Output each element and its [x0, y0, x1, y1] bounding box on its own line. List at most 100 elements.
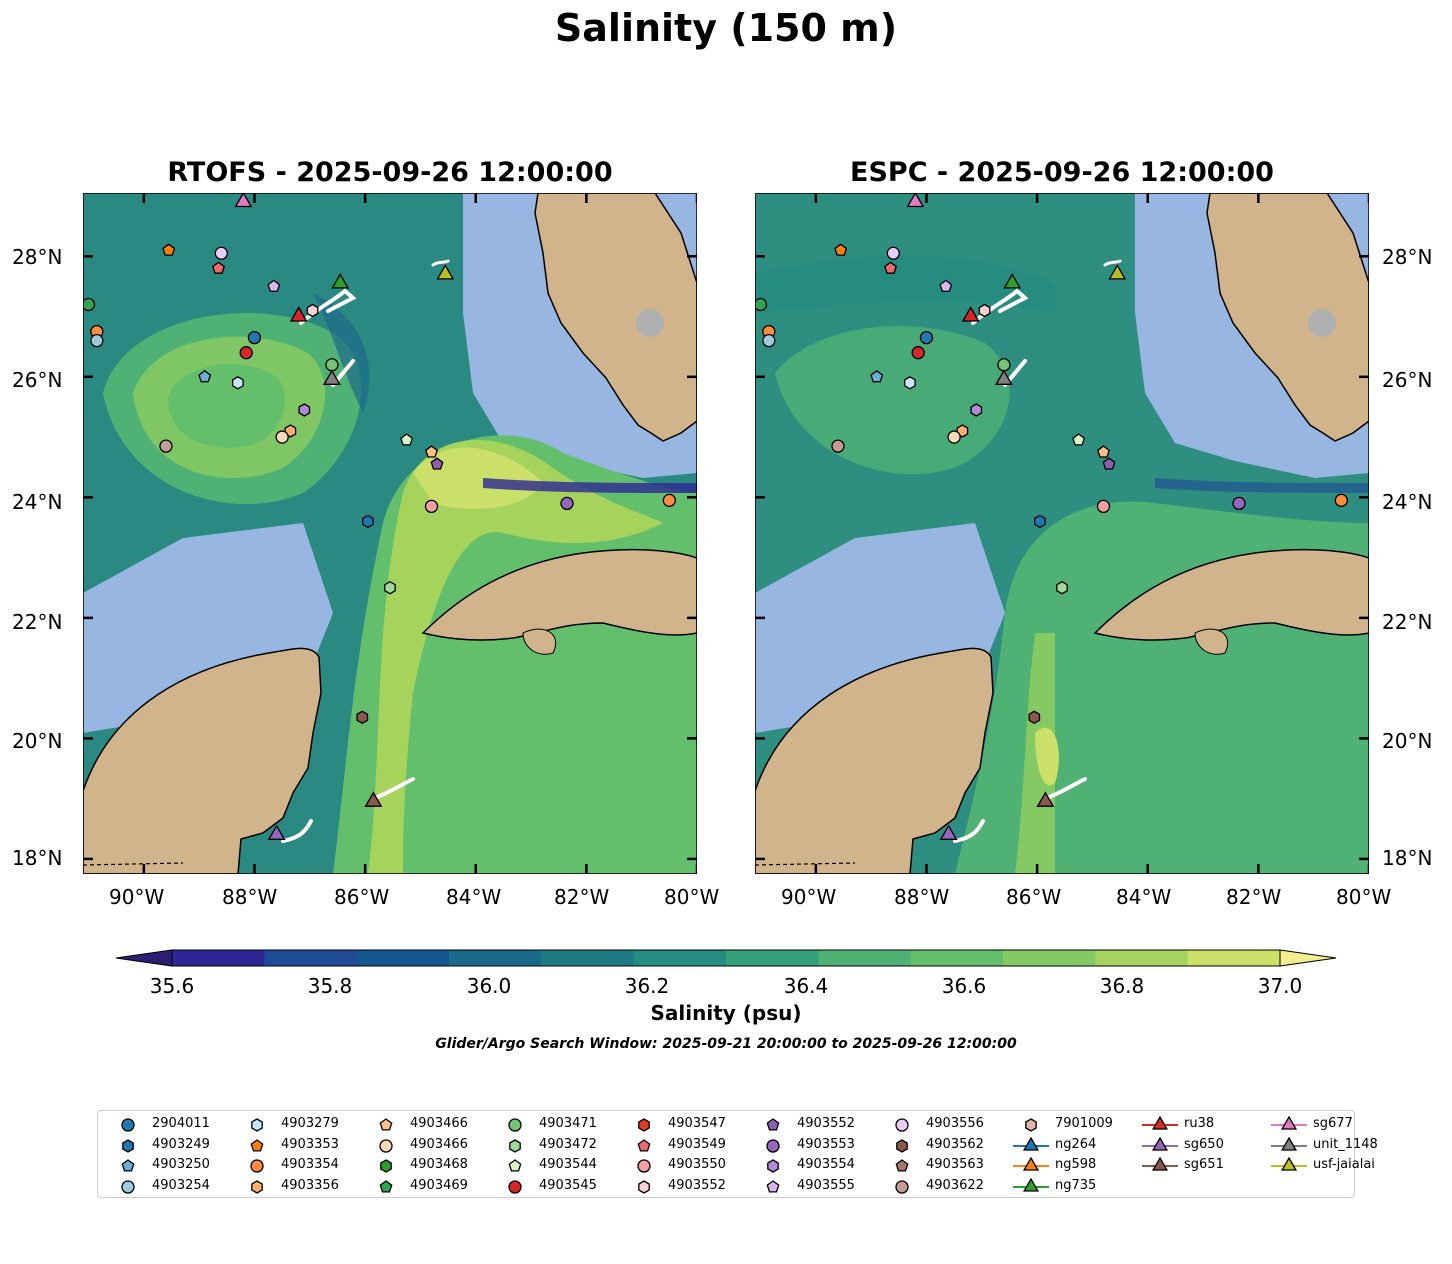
- argo-marker-4903556: [214, 246, 228, 260]
- lat-label-28n-right: 28°N: [1382, 245, 1433, 269]
- legend-label: unit_1148: [1313, 1136, 1378, 1152]
- legend-label: sg677: [1313, 1116, 1353, 1131]
- florida-straits-low: [1155, 478, 1369, 493]
- lat-label-28n-left: 28°N: [12, 245, 63, 269]
- argo-marker-4903562: [1028, 710, 1041, 725]
- legend-entry: 4903254: [108, 1176, 237, 1196]
- deep-channel: [313, 293, 370, 413]
- colorbar-tick-36-8: 36.8: [1099, 974, 1145, 998]
- espc-salinity-map: [755, 193, 1369, 874]
- loop-current-high-salinity: [1015, 633, 1055, 874]
- legend-entry: 4903354: [237, 1155, 366, 1175]
- glider-marker-sg677: [234, 193, 253, 208]
- legend-symbol: [895, 1159, 909, 1172]
- lat-label-18n-left: 18°N: [12, 846, 63, 870]
- legend-marker: [379, 1118, 393, 1131]
- legend-marker: [379, 1138, 393, 1153]
- legend-label: sg650: [1184, 1136, 1224, 1152]
- argo-marker-4903471: [325, 358, 339, 372]
- glider-track-usf-jaialai: [1103, 259, 1122, 267]
- colorbar-segment: [633, 950, 727, 966]
- argo-marker-4903554: [298, 403, 311, 417]
- legend-marker: [121, 1179, 135, 1194]
- argo-marker-4903544: [400, 433, 414, 446]
- legend-label: 4903622: [926, 1177, 984, 1193]
- legend-entry: 4903547: [624, 1114, 753, 1134]
- legend-entry: 4903279: [237, 1114, 366, 1134]
- lon-label-90w-right: 90°W: [781, 885, 837, 909]
- argo-marker-4903469: [83, 297, 96, 312]
- colorbar-frame: [171, 949, 1281, 967]
- legend-triangle: [1151, 1136, 1169, 1151]
- lon-label-90w-left: 90°W: [109, 885, 165, 909]
- legend-entry: 4903472: [495, 1135, 624, 1155]
- legend-triangle: [1151, 1115, 1169, 1130]
- florida-landmass: [1206, 193, 1369, 442]
- glider-marker-unit_1148: [322, 369, 341, 385]
- legend-marker: [638, 1118, 650, 1132]
- legend-symbol: [379, 1138, 393, 1153]
- argo-marker-4903549: [884, 261, 897, 274]
- legend-marker: [508, 1159, 522, 1172]
- colorbar-segment: [726, 950, 819, 966]
- legend-marker: [637, 1138, 651, 1152]
- loop-eddy-core: [168, 364, 285, 448]
- lon-label-84w-right: 84°W: [1116, 885, 1172, 909]
- argo-marker-2904011: [247, 330, 262, 345]
- colorbar-segment: [910, 950, 1004, 966]
- argo-marker-7901009: [425, 445, 438, 458]
- argo-marker-4903552: [430, 457, 444, 470]
- argo-marker-7901009: [1097, 445, 1110, 458]
- legend-symbol: [121, 1179, 135, 1194]
- legend-entry: 4903556: [882, 1114, 1011, 1134]
- argo-marker-4903471: [997, 358, 1011, 372]
- legend-marker: [509, 1138, 521, 1153]
- lon-label-86w-right: 86°W: [1006, 885, 1062, 909]
- legend-triangle: [1280, 1136, 1298, 1151]
- glider-marker-usf-jaialai: [1108, 264, 1127, 280]
- colorbar-tick-36-6: 36.6: [941, 974, 987, 998]
- legend-label: ng264: [1055, 1136, 1097, 1152]
- lat-label-22n-left: 22°N: [12, 610, 63, 634]
- legend-marker: [508, 1179, 522, 1194]
- legend-label: ng598: [1055, 1157, 1097, 1172]
- legend-entry: 2904011: [108, 1114, 237, 1134]
- legend-label: 4903254: [152, 1177, 210, 1193]
- border-line: [755, 862, 856, 866]
- legend-marker: [895, 1179, 909, 1194]
- argo-marker-4903250: [870, 369, 884, 383]
- legend-marker: [1142, 1156, 1178, 1171]
- glider-track-usf-jaialai: [431, 259, 450, 267]
- glider-marker-ru38: [961, 306, 980, 322]
- colorbar-segment: [818, 950, 912, 966]
- argo-marker-4903472: [384, 580, 396, 595]
- legend-label: 4903556: [926, 1116, 984, 1131]
- legend-marker: [767, 1159, 779, 1173]
- argo-marker-4903466: [947, 430, 961, 444]
- legend-symbol: [766, 1179, 780, 1193]
- legend-marker: [766, 1118, 780, 1131]
- argo-marker-4903249: [362, 514, 374, 529]
- colorbar-segment: [449, 950, 542, 966]
- colorbar-tick-36-4: 36.4: [783, 974, 829, 998]
- legend-label: 4903468: [410, 1157, 468, 1172]
- legend-label: 4903469: [410, 1177, 468, 1193]
- yucatan-landmass: [755, 647, 994, 874]
- glider-marker-sg650: [939, 824, 958, 840]
- legend-symbol: [251, 1118, 263, 1132]
- colorbar-segment: [356, 950, 450, 966]
- argo-marker-4903254: [762, 334, 776, 348]
- cuba-landmass: [1093, 548, 1369, 641]
- legend-label: 4903552: [668, 1177, 726, 1193]
- legend-label: ng735: [1055, 1177, 1097, 1193]
- legend-entry: 4903356: [237, 1176, 366, 1196]
- argo-marker-4903254: [90, 334, 104, 348]
- lon-label-82w-right: 82°W: [1226, 885, 1282, 909]
- colorbar-segment: [541, 950, 635, 966]
- lat-label-20n-right: 20°N: [1382, 729, 1433, 753]
- glider-marker-sg651: [1036, 791, 1055, 807]
- argo-marker-4903550: [1096, 499, 1111, 514]
- lon-label-88w-right: 88°W: [894, 885, 950, 909]
- legend-entry: 4903552: [753, 1114, 882, 1134]
- legend-label: 4903550: [668, 1157, 726, 1172]
